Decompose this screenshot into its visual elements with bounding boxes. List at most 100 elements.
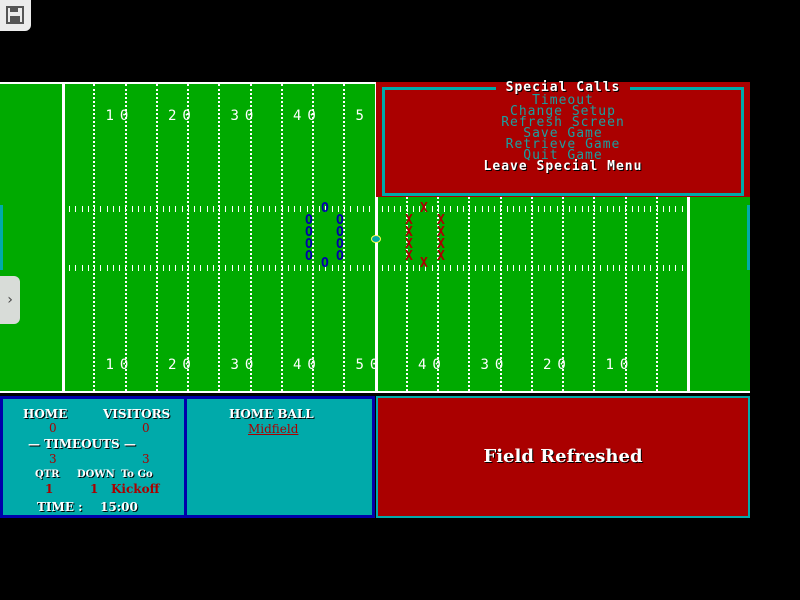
home-player: O [305,213,313,228]
hash-mark [362,265,364,271]
football [371,235,381,243]
hash-mark [600,265,602,271]
hash-mark [687,265,689,271]
hash-mark [94,265,95,271]
hash-mark [456,206,458,212]
home-player: O [321,256,329,271]
hash-mark [619,206,620,212]
hash-mark [462,206,464,212]
hash-mark [600,206,602,212]
qtr-label: QTR [35,469,60,480]
hash-mark [512,206,514,212]
hash-mark [569,265,570,271]
menu-item-timeout[interactable]: Timeout [532,93,594,108]
hash-mark [412,206,414,212]
visitor-player: X [420,201,428,216]
hash-mark [112,206,114,212]
hash-mark [231,206,233,212]
hash-mark [531,265,533,271]
hash-mark [200,265,202,271]
hash-mark [412,265,414,271]
hash-mark [637,265,639,271]
yard-line [280,84,283,391]
hash-mark [125,206,127,212]
menu-item-leave-special-menu[interactable]: Leave Special Menu [483,159,643,174]
scoreboard: HOME VISITORS 0 0 — TIMEOUTS — 3 3 QTR D… [0,396,187,518]
hash-mark [112,265,114,271]
hash-mark [681,265,683,271]
menu-item-refresh-screen[interactable]: Refresh Screen [501,115,625,130]
hash-mark [631,206,633,212]
yard-line [593,84,596,391]
hash-mark [631,265,633,271]
hash-mark [587,265,589,271]
hash-mark [431,206,433,212]
hash-mark [94,206,95,212]
yard-line [249,84,252,391]
floppy-disk-icon [6,6,24,24]
hash-mark [519,206,520,212]
hash-mark [256,265,258,271]
hash-mark [625,265,627,271]
save-button[interactable] [0,0,31,31]
hash-mark [656,265,658,271]
yard-line [312,84,314,391]
hash-mark [106,265,108,271]
hash-mark [644,265,645,271]
yard-line [155,84,158,391]
visitors-timeouts: 3 [142,452,150,466]
yard-number-bottom: 10 [605,357,635,373]
home-player: O [336,225,344,240]
hash-mark [550,265,552,271]
hash-mark [437,265,439,271]
menu-item-change-setup[interactable]: Change Setup [510,104,616,119]
hash-mark [300,206,302,212]
hash-mark [144,206,145,212]
hash-mark [556,206,558,212]
yard-line [405,84,408,391]
special-calls-menu: Special Calls Timeout Change Setup Refre… [376,81,750,197]
hash-mark [87,265,89,271]
home-player: O [305,249,313,264]
yard-number-top: 5 [355,108,370,124]
hash-mark [194,265,195,271]
hash-mark [650,265,652,271]
yard-number-top: 10 [105,108,135,124]
hash-mark [394,265,395,271]
hash-mark [225,206,227,212]
hash-mark [306,206,308,212]
menu-item-retrieve-game[interactable]: Retrieve Game [505,137,621,152]
hash-mark [669,206,670,212]
hash-mark [375,206,377,212]
yard-number-top: 40 [293,108,322,124]
menu-item-save-game[interactable]: Save Game [523,126,603,141]
hash-mark [431,265,433,271]
hash-mark [231,265,233,271]
hash-mark [81,206,83,212]
hash-mark [562,206,564,212]
chevron-right-icon[interactable]: › [0,276,20,324]
hash-mark [656,206,658,212]
hash-mark [287,206,289,212]
hash-mark [300,265,302,271]
hash-mark [450,265,452,271]
visitor-player: X [405,237,413,252]
hash-mark [612,206,614,212]
goal-or-midfield-line [687,84,690,391]
hash-mark [681,206,683,212]
menu-item-quit-game[interactable]: Quit Game [523,148,603,163]
hash-mark [544,206,545,212]
hash-mark [375,265,377,271]
hash-mark [537,206,539,212]
hash-mark [369,265,370,271]
hash-mark [275,265,277,271]
hash-mark [256,206,258,212]
hash-mark [306,265,308,271]
hash-mark [481,206,483,212]
hash-mark [156,206,158,212]
hash-mark [369,206,370,212]
yard-line [124,84,127,391]
home-player: O [336,213,344,228]
hash-mark [331,206,333,212]
yard-line [437,84,439,391]
